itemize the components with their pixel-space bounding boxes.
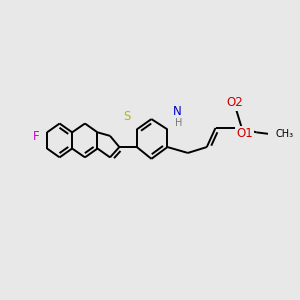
Text: O2: O2 <box>226 96 243 110</box>
Text: S: S <box>123 110 130 123</box>
Text: O1: O1 <box>236 127 253 140</box>
Text: CH₃: CH₃ <box>275 129 293 140</box>
Text: N: N <box>173 105 182 118</box>
Text: H: H <box>176 118 183 128</box>
Text: F: F <box>33 130 40 143</box>
